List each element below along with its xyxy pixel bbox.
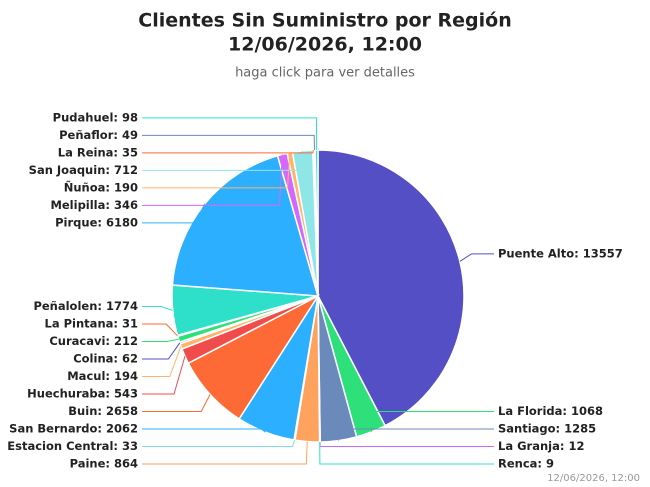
connector [319,441,494,447]
data-label: Pudahuel: 98 [53,110,138,124]
data-label: Colina: 62 [73,352,138,366]
data-label: Peñaflor: 49 [59,128,138,142]
pie-slice[interactable] [317,149,465,427]
connector [142,394,211,412]
connector [142,152,291,189]
data-label: Santiago: 1285 [498,422,596,436]
data-label: Paine: 864 [70,457,138,471]
connector [142,154,283,206]
connector [142,323,178,337]
data-label: Puente Alto: 13557 [498,246,623,260]
data-label: La Granja: 12 [498,439,584,453]
connector [142,203,206,224]
connector [142,439,295,447]
connector [142,441,308,465]
connector [459,253,494,262]
connector [319,441,494,465]
data-label: San Joaquin: 712 [29,163,138,177]
connector [142,342,181,360]
data-label: Peñalolen: 1774 [33,299,138,313]
data-label: Melipilla: 346 [50,198,138,212]
connector [142,356,186,395]
data-label: Renca: 9 [498,457,554,471]
chart-title: 12/06/2026, 12:00 [228,34,422,56]
chart-subtitle: haga click para ver detalles [235,66,415,81]
data-label: San Bernardo: 2062 [9,422,138,436]
connector [142,306,173,311]
connector [142,428,266,433]
credits: 12/06/2026, 12:00 [547,473,640,484]
connector [142,134,315,151]
data-label: La Florida: 1068 [498,404,603,418]
connector [142,117,318,151]
data-label: Curacavi: 212 [49,334,138,348]
data-label: Estacion Central: 33 [7,439,138,453]
data-label: Macul: 194 [67,369,138,383]
data-label: La Pintana: 31 [45,317,138,331]
connector [142,338,179,342]
data-label: Ñuñoa: 190 [64,179,138,194]
connector [370,411,494,433]
chart-title: Clientes Sin Suministro por Región [138,10,511,32]
data-label: La Reina: 35 [58,145,138,159]
connector [142,346,182,377]
data-label: Huechuraba: 543 [27,387,138,401]
data-label: Buin: 2658 [68,404,138,418]
connector [338,428,494,441]
data-label: Pirque: 6180 [55,215,138,229]
connector [142,150,314,154]
connector [142,150,304,171]
